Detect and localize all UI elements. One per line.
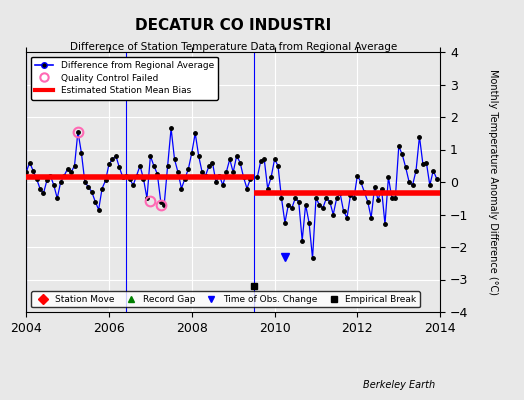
Y-axis label: Monthly Temperature Anomaly Difference (°C): Monthly Temperature Anomaly Difference (…: [488, 69, 498, 295]
Text: Berkeley Earth: Berkeley Earth: [363, 380, 435, 390]
Text: Difference of Station Temperature Data from Regional Average: Difference of Station Temperature Data f…: [70, 42, 397, 52]
Legend: Station Move, Record Gap, Time of Obs. Change, Empirical Break: Station Move, Record Gap, Time of Obs. C…: [31, 291, 420, 308]
Title: DECATUR CO INDUSTRI: DECATUR CO INDUSTRI: [135, 18, 331, 33]
